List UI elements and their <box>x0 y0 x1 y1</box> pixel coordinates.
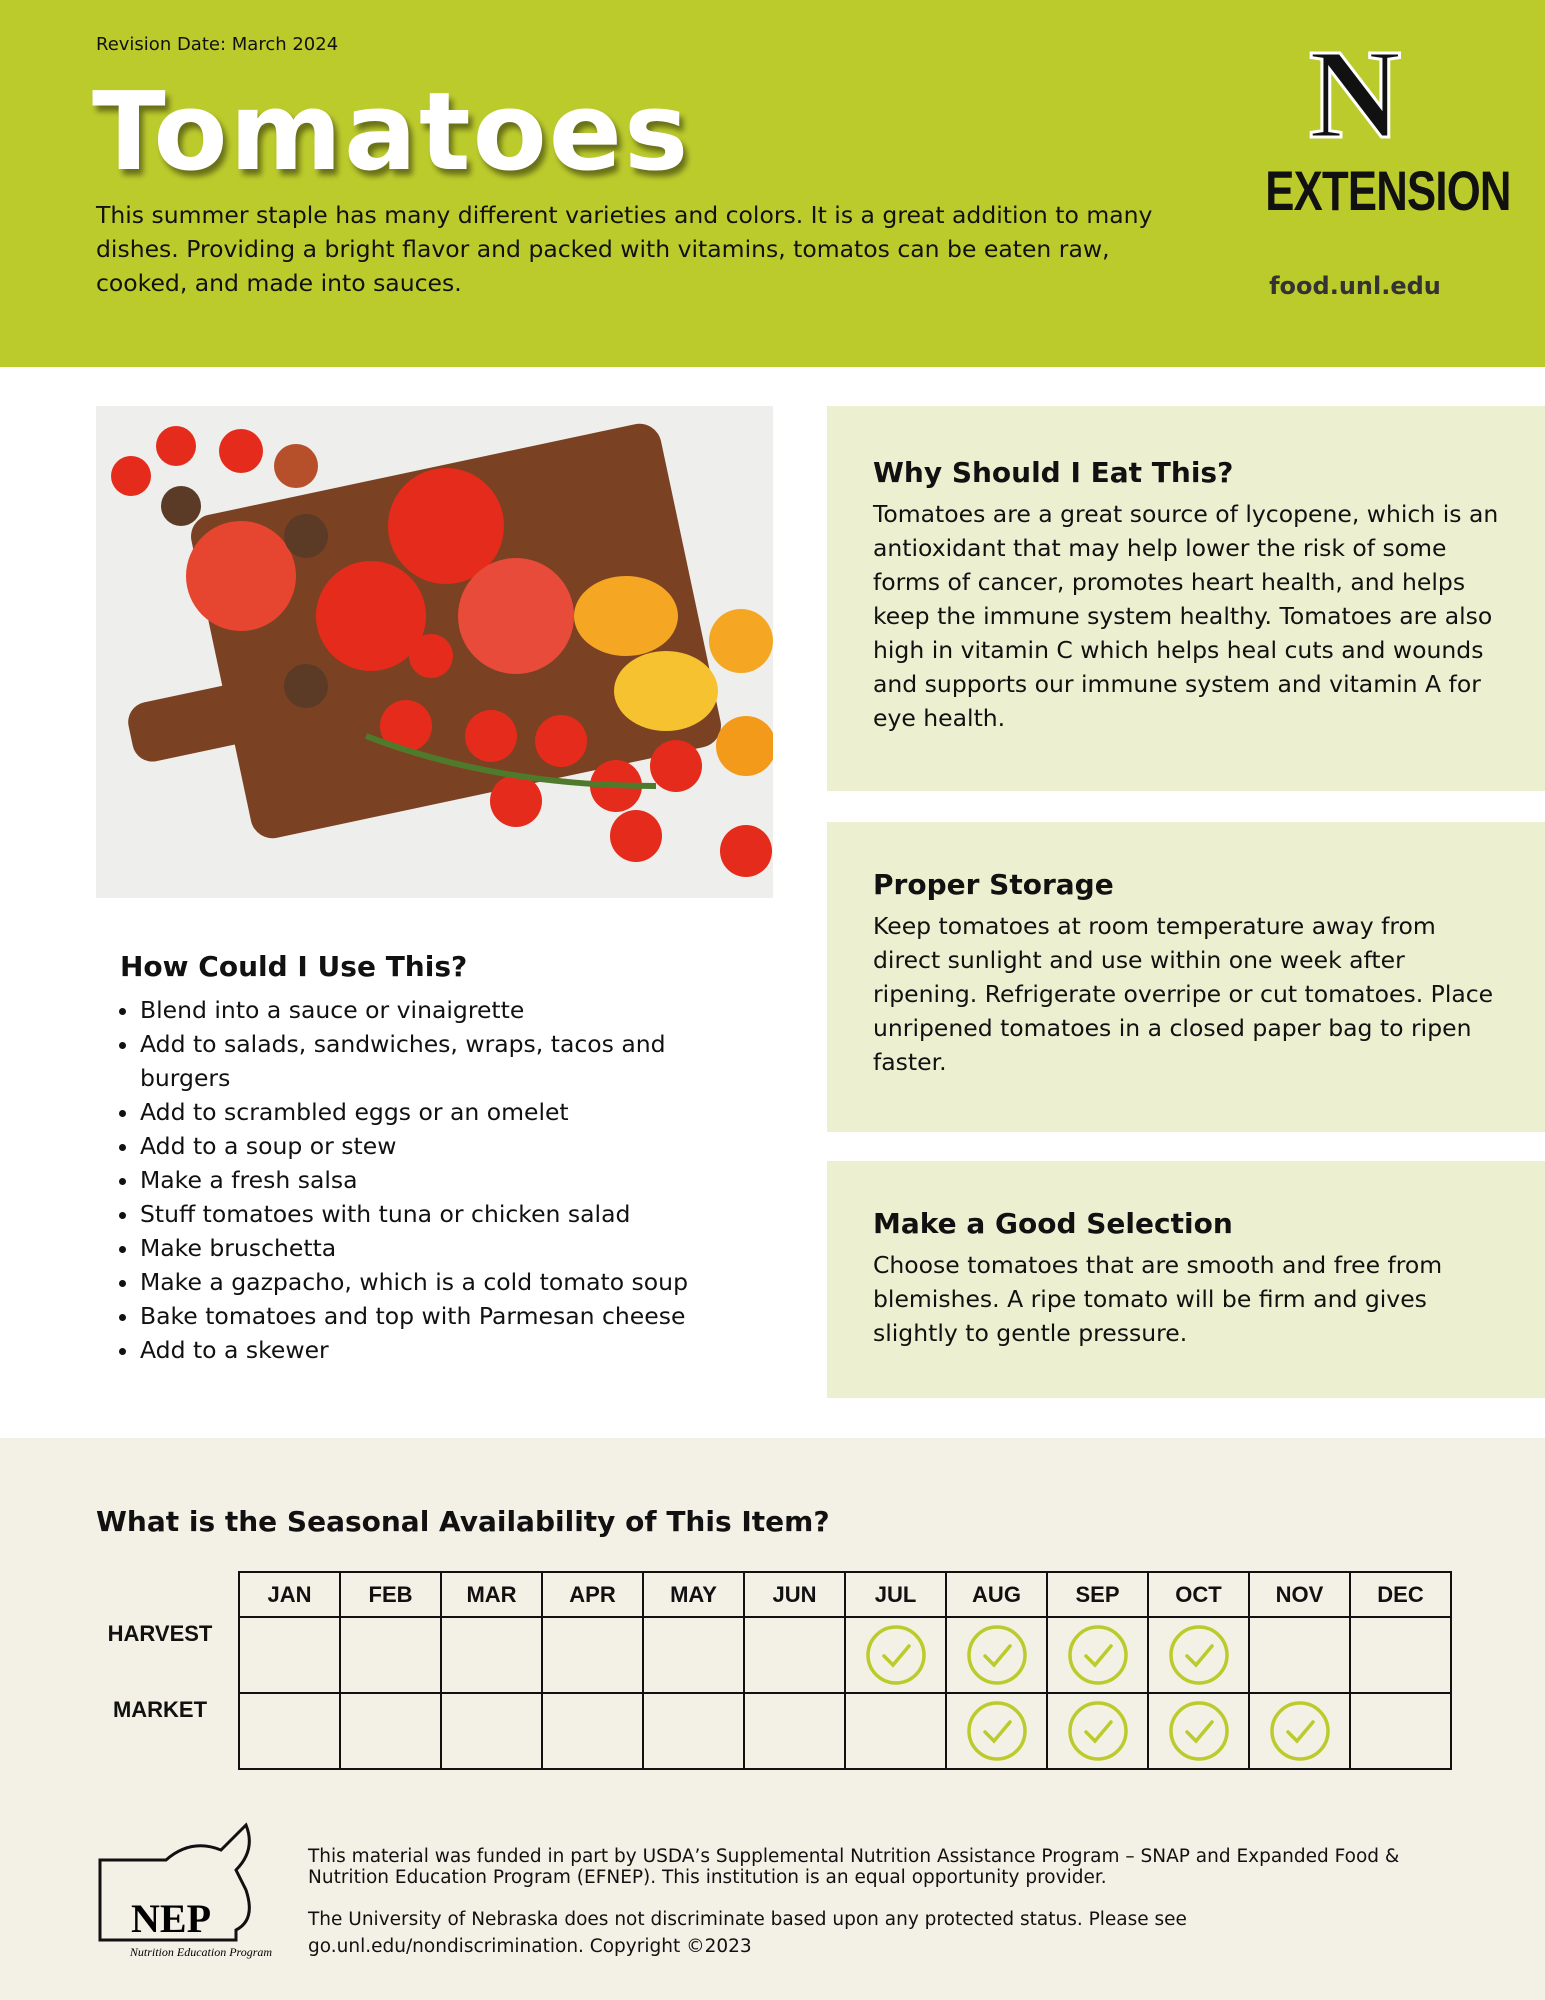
season-cell <box>339 1616 442 1694</box>
season-cell <box>238 1616 341 1694</box>
nep-logo-caption: Nutrition Education Program <box>129 1945 273 1959</box>
corner <box>96 1572 239 1617</box>
season-row: MARKET <box>96 1692 1452 1770</box>
season-cell <box>945 1616 1048 1694</box>
revision-date: Revision Date: March 2024 <box>96 34 339 55</box>
month: MAY <box>642 1571 745 1618</box>
why-text: Tomatoes are a great source of lycopene,… <box>873 500 1499 732</box>
seasonal-title: What is the Seasonal Availability of Thi… <box>96 1505 830 1538</box>
header-row: JAN FEB MAR APR MAY JUN JUL AUG SEP OCT NOV DEC <box>96 1571 1452 1618</box>
row-label: MARKET <box>96 1693 239 1769</box>
storage-text: Keep tomatoes at room temperature away f… <box>873 912 1494 1076</box>
use-section: How Could I Use This? Blend into a sauce… <box>120 950 760 1367</box>
check <box>1168 1701 1229 1761</box>
use-item: Blend into a sauce or vinaigrette <box>140 993 760 1027</box>
check <box>865 1625 926 1685</box>
season-cell <box>642 1616 745 1694</box>
seasonal-table: JAN FEB MAR APR MAY JUN JUL AUG SEP OCT NOV DEC HARV… <box>96 1571 1452 1770</box>
month: JUL <box>844 1571 947 1618</box>
url: food.unl.edu <box>1269 272 1441 300</box>
season-cell <box>1046 1616 1149 1694</box>
funding-note: This material was funded in part by USDA… <box>308 1846 1400 1888</box>
check <box>1269 1701 1330 1761</box>
month: MAR <box>440 1571 543 1618</box>
season-cell <box>1349 1616 1452 1694</box>
storage-box: Proper Storage Keep tomatoes at room temp… <box>827 822 1545 1132</box>
storage-title: Proper Storage <box>873 868 1114 901</box>
use-item: Make bruschetta <box>140 1231 760 1265</box>
month: FEB <box>339 1571 442 1618</box>
nondiscrimination-note: The University of Nebraska does not disc… <box>308 1909 1187 1957</box>
use-item: Add to a soup or stew <box>140 1129 760 1163</box>
month: SEP <box>1046 1571 1149 1618</box>
photo <box>96 406 773 898</box>
use-item: Make a gazpacho, which is a cold tomato … <box>140 1265 760 1299</box>
season-cell <box>1248 1616 1351 1694</box>
check <box>966 1701 1027 1761</box>
season-cell <box>440 1692 543 1770</box>
month: APR <box>541 1571 644 1618</box>
month: DEC <box>1349 1571 1452 1618</box>
season-cell <box>1147 1616 1250 1694</box>
row-label: HARVEST <box>96 1617 239 1693</box>
selection-text: Choose tomatoes that are smooth and free… <box>873 1251 1443 1347</box>
use-title: How Could I Use This? <box>120 950 468 983</box>
use-item: Make a fresh salsa <box>140 1163 760 1197</box>
month: AUG <box>945 1571 1048 1618</box>
title: Tomatoes <box>92 70 691 195</box>
month: OCT <box>1147 1571 1250 1618</box>
season-row: HARVEST <box>96 1616 1452 1694</box>
check <box>966 1625 1027 1685</box>
use-item: Add to salads, sandwiches, wraps, tacos … <box>140 1027 760 1095</box>
season-cell <box>642 1692 745 1770</box>
nep-logo: NEP Nutrition Education Program <box>98 1822 273 1959</box>
season-cell <box>440 1616 543 1694</box>
intro: This summer staple has many different va… <box>96 201 1153 297</box>
nep-logo-text: NEP <box>131 1896 211 1941</box>
season-cell <box>541 1616 644 1694</box>
month: JUN <box>743 1571 846 1618</box>
use-item: Add to scrambled eggs or an omelet <box>140 1095 760 1129</box>
season-cell <box>1248 1692 1351 1770</box>
header-band <box>0 0 1545 367</box>
why-title: Why Should I Eat This? <box>873 456 1234 489</box>
use-item: Stuff tomatoes with tuna or chicken sala… <box>140 1197 760 1231</box>
season-cell <box>743 1616 846 1694</box>
logo-text: EXTENSION <box>1265 159 1511 222</box>
season-cell <box>1046 1692 1149 1770</box>
month: NOV <box>1248 1571 1351 1618</box>
season-cell <box>1147 1692 1250 1770</box>
season-cell <box>238 1692 341 1770</box>
use-item: Bake tomatoes and top with Parmesan chee… <box>140 1299 760 1333</box>
season-cell <box>541 1692 644 1770</box>
season-cell <box>1349 1692 1452 1770</box>
use-item: Add to a skewer <box>140 1333 760 1367</box>
row-label-text: MARKET <box>112 1697 208 1722</box>
season-cell <box>945 1692 1048 1770</box>
season-cell <box>844 1616 947 1694</box>
why-box: Why Should I Eat This? Tomatoes are a gre… <box>827 406 1545 791</box>
logo-letter: N <box>1307 23 1402 165</box>
check <box>1067 1701 1128 1761</box>
season-cell <box>844 1692 947 1770</box>
selection-box: Make a Good Selection Choose tomatoes tha… <box>827 1161 1545 1398</box>
selection-title: Make a Good Selection <box>873 1207 1233 1240</box>
use-list: Blend into a sauce or vinaigretteAdd to … <box>98 993 760 1367</box>
season-cell <box>743 1692 846 1770</box>
check <box>1067 1625 1128 1685</box>
row-label-text: HARVEST <box>107 1621 213 1646</box>
season-cell <box>339 1692 442 1770</box>
check <box>1168 1625 1229 1685</box>
month: JAN <box>238 1571 341 1618</box>
